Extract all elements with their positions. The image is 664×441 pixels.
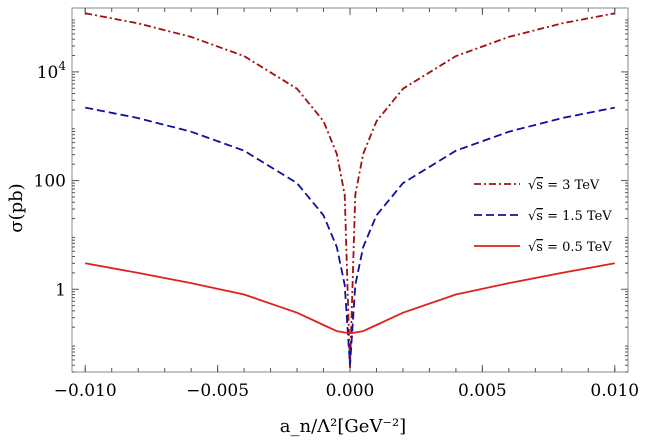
y-tick-label: 100 <box>34 172 66 192</box>
x-tick-label: −0.005 <box>186 381 249 401</box>
x-tick-label: 0.005 <box>458 381 507 401</box>
y-tick-label-base: 100 <box>34 172 66 192</box>
series-line <box>85 106 615 367</box>
legend-radicand: s <box>536 240 543 255</box>
x-axis: −0.010 −0.005 0.000 0.005 0.010 <box>54 8 639 401</box>
legend-entry-label: √s = 3 TeV <box>528 178 600 193</box>
legend-entry-label: √s = 0.5 TeV <box>528 240 612 255</box>
legend-label-text: = 1.5 TeV <box>543 209 612 224</box>
y-tick-label: 104 <box>37 59 67 83</box>
legend-radical-sign: √ <box>528 209 537 224</box>
x-axis-label: a_n/Λ²[GeV⁻²] <box>280 416 406 437</box>
legend-label-text: = 0.5 TeV <box>543 240 612 255</box>
legend-radical-sign: √ <box>528 240 537 255</box>
y-axis: 1 100 104 <box>34 19 628 373</box>
series-line <box>85 262 615 335</box>
legend-radicand: s <box>536 178 543 193</box>
legend-radicand: s <box>536 209 543 224</box>
y-tick-label-exponent: 4 <box>58 59 66 73</box>
x-tick-label: −0.010 <box>54 381 117 401</box>
y-tick-label-base: 1 <box>55 280 66 300</box>
y-tick-label-base: 10 <box>37 63 59 83</box>
y-tick-label: 1 <box>55 280 66 300</box>
legend-radical-sign: √ <box>528 178 537 193</box>
series-layer <box>85 12 615 370</box>
x-tick-label: 0.010 <box>590 381 639 401</box>
legend-label-text: = 3 TeV <box>543 178 600 193</box>
legend: √s = 3 TeV√s = 1.5 TeV√s = 0.5 TeV <box>474 178 612 255</box>
y-axis-label: σ(pb) <box>6 183 27 232</box>
series-line <box>85 12 615 370</box>
legend-entry-label: √s = 1.5 TeV <box>528 209 612 224</box>
x-tick-label: 0.000 <box>326 381 375 401</box>
